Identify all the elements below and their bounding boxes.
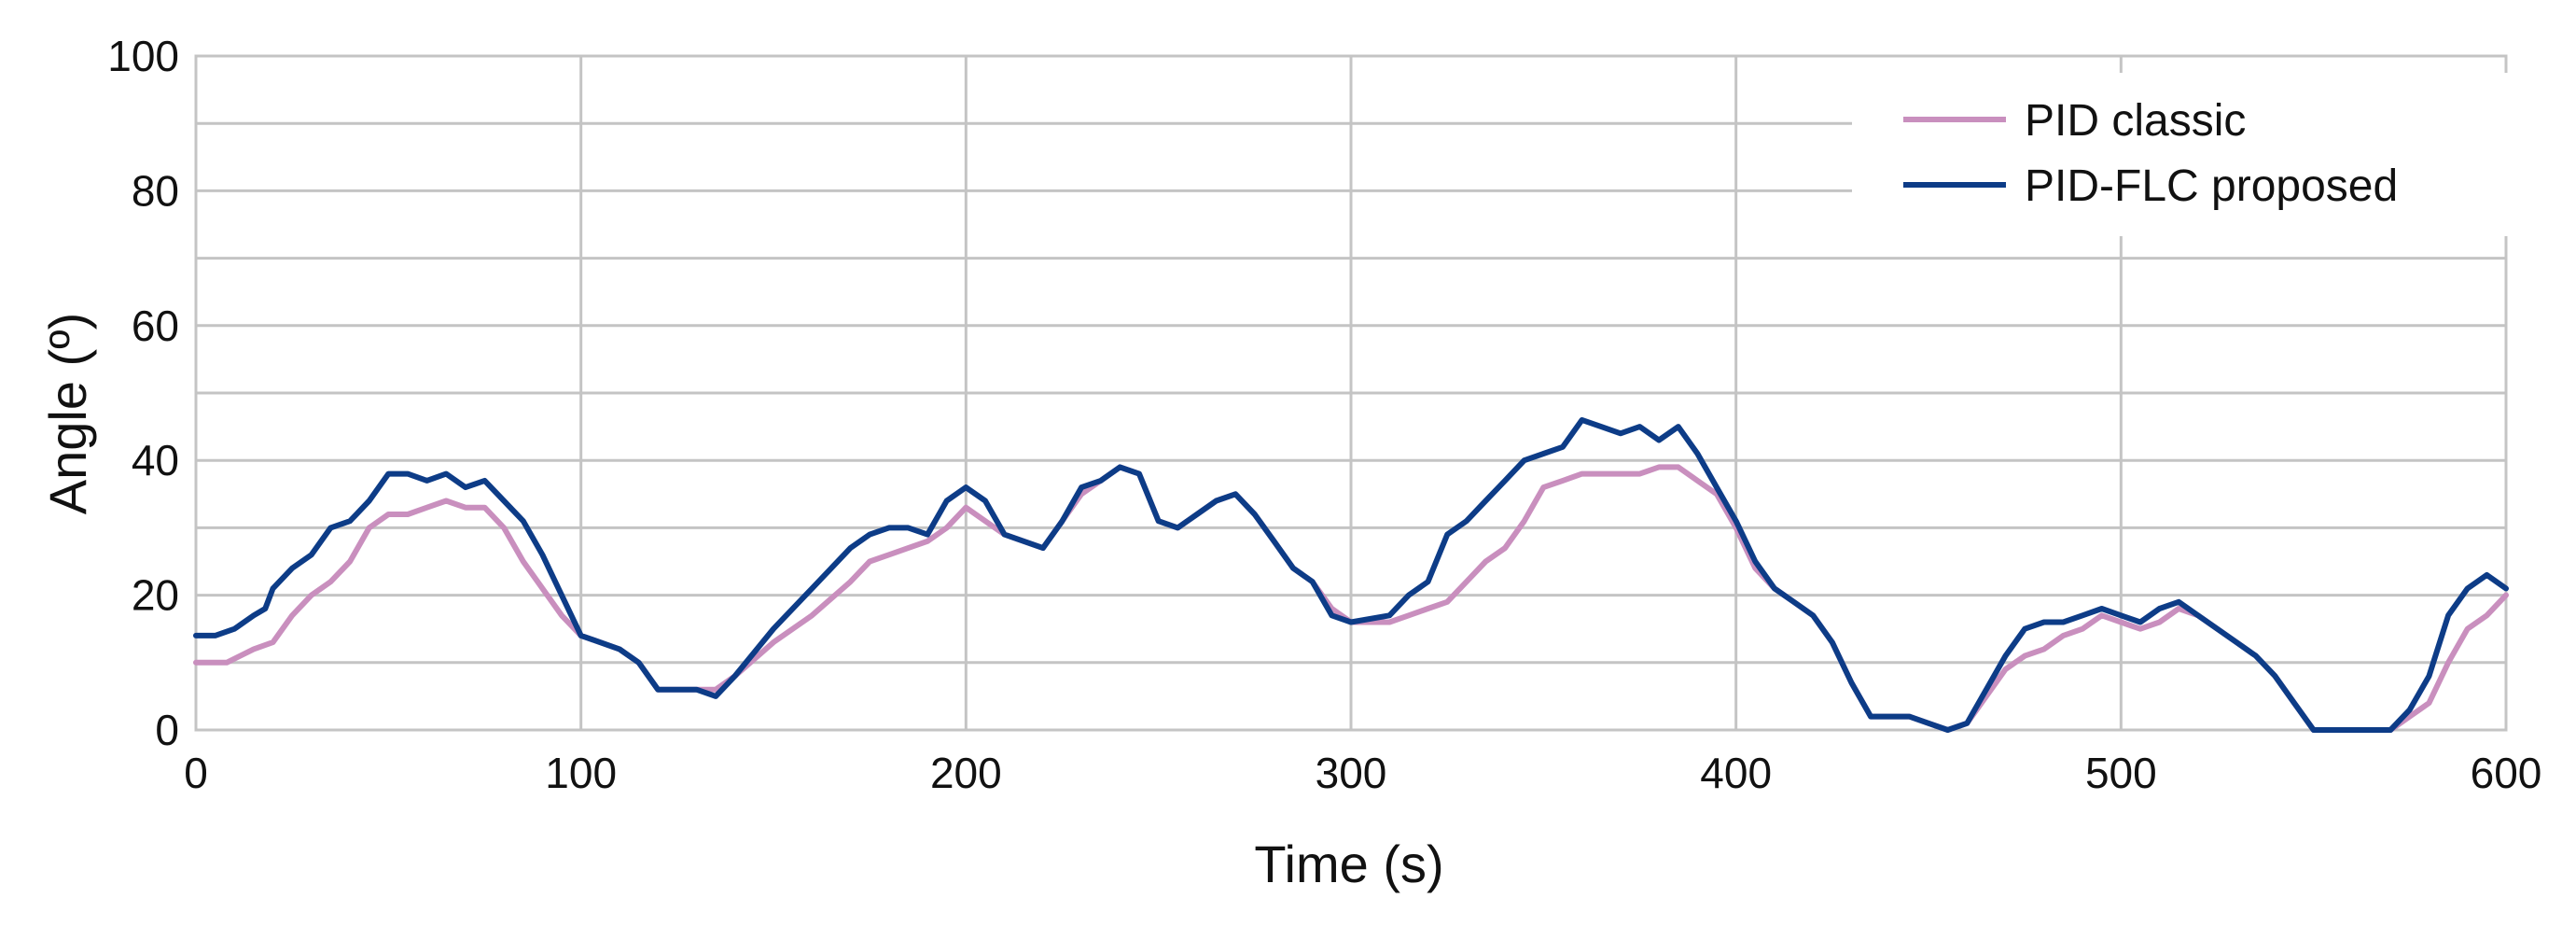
legend-background — [1852, 73, 2533, 236]
x-tick-label: 300 — [1316, 749, 1387, 797]
x-tick-label: 200 — [930, 749, 1002, 797]
y-tick-label: 100 — [107, 32, 179, 80]
y-tick-labels: 0 20 40 60 80 100 — [107, 32, 179, 754]
series-line-pid-classic — [193, 464, 2509, 733]
legend-label-pid-classic: PID classic — [2025, 96, 2246, 146]
plot-border — [194, 54, 2508, 732]
x-tick-label: 100 — [545, 749, 617, 797]
x-tick-label: 0 — [184, 749, 208, 797]
series-lines — [193, 416, 2509, 733]
x-tick-label: 400 — [1700, 749, 1772, 797]
y-tick-label: 60 — [132, 302, 179, 350]
x-tick-labels: 0 100 200 300 400 500 600 — [184, 749, 2541, 797]
series-line-pid-flc-proposed — [193, 416, 2509, 733]
x-axis-title: Time (s) — [1254, 835, 1443, 893]
y-tick-label: 80 — [132, 166, 179, 215]
y-tick-label: 20 — [132, 571, 179, 620]
legend: PID classic PID-FLC proposed — [1852, 73, 2533, 236]
x-tick-label: 600 — [2471, 749, 2542, 797]
y-axis-title: Angle (º) — [38, 313, 97, 515]
y-tick-label: 40 — [132, 436, 179, 484]
legend-label-pid-flc: PID-FLC proposed — [2025, 161, 2398, 211]
plot-frame — [194, 54, 2508, 732]
y-tick-label: 0 — [155, 706, 179, 754]
x-tick-label: 500 — [2085, 749, 2157, 797]
